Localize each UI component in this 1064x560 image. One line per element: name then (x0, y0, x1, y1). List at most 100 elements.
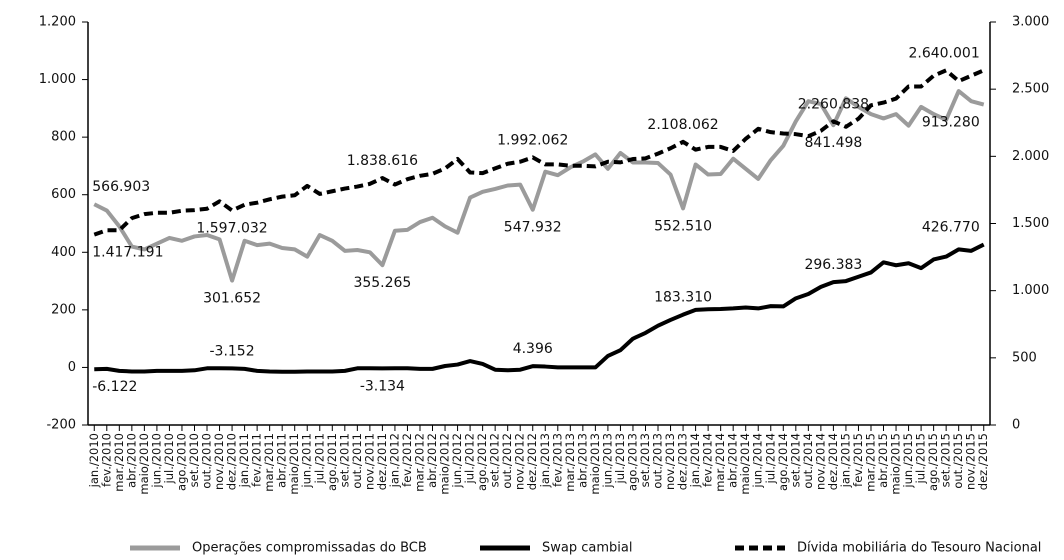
x-tick-label: mar./2010 (112, 433, 126, 492)
x-tick-label: ago./2010 (174, 433, 188, 491)
x-tick-label: mar./2011 (262, 433, 276, 492)
x-tick-label: jun./2014 (751, 433, 765, 489)
series-line (94, 242, 985, 374)
x-tick-label: jun./2010 (149, 433, 163, 489)
series-line (93, 68, 985, 237)
x-tick-label: maio/2011 (287, 433, 301, 495)
x-tick-label: set./2015 (939, 433, 953, 487)
x-tick-label: out./2010 (200, 433, 214, 489)
data-label: 1.597.032 (196, 220, 267, 236)
x-tick-label: nov./2012 (513, 433, 527, 490)
y-tick-label: 400 (51, 245, 76, 260)
data-label: 2.108.062 (647, 117, 718, 133)
x-tick-label: maio/2015 (889, 433, 903, 495)
x-tick-label: nov./2011 (362, 433, 376, 490)
x-tick-label: out./2011 (350, 433, 364, 489)
x-tick-label: out./2014 (801, 433, 815, 489)
y-tick-label: 1.200 (39, 15, 76, 30)
x-tick-label: maio/2010 (137, 433, 151, 495)
data-label: 1.417.191 (92, 245, 163, 261)
x-tick-label: abr./2014 (726, 433, 740, 488)
legend-label: Dívida mobiliária do Tesouro Nacional (797, 541, 1041, 556)
data-label: 301.652 (203, 291, 261, 307)
y-tick-label: 200 (51, 302, 76, 317)
x-tick-label: out./2012 (500, 433, 514, 489)
x-tick-label: abr./2015 (876, 433, 890, 488)
y2-tick-label: 1.500 (1012, 216, 1049, 231)
x-tick-label: out./2015 (951, 433, 965, 489)
legend-label: Operações compromissadas do BCB (192, 541, 427, 556)
data-label: 296.383 (804, 257, 862, 273)
y2-tick-label: 0 (1012, 418, 1020, 433)
x-tick-label: set./2012 (488, 433, 502, 487)
x-tick-label: jan./2012 (387, 433, 401, 488)
x-tick-label: jul./2014 (763, 433, 777, 484)
x-tick-label: abr./2011 (275, 433, 289, 488)
x-tick-label: jan./2011 (237, 433, 251, 488)
data-label: -6.122 (92, 379, 137, 395)
x-tick-label: dez./2015 (976, 433, 990, 490)
x-tick-label: fev./2012 (400, 433, 414, 487)
x-tick-label: dez./2010 (225, 433, 239, 490)
x-tick-label: set./2014 (788, 433, 802, 487)
x-tick-label: set./2010 (187, 433, 201, 487)
data-label: 913.280 (922, 115, 980, 131)
y2-tick-label: 2.000 (1012, 149, 1049, 164)
data-label: -3.152 (209, 343, 254, 359)
x-tick-label: nov./2013 (663, 433, 677, 490)
x-tick-label: out./2013 (651, 433, 665, 489)
legend-label: Swap cambial (542, 541, 632, 556)
data-label: 1.838.616 (347, 153, 418, 169)
x-tick-label: set./2011 (337, 433, 351, 487)
data-label: 2.640.001 (908, 45, 979, 61)
x-tick-label: maio/2012 (438, 433, 452, 495)
x-tick-label: jul./2013 (613, 433, 627, 484)
x-tick-label: jul./2010 (162, 433, 176, 484)
x-tick-label: jan./2015 (838, 433, 852, 488)
data-label: 841.498 (804, 135, 862, 151)
x-tick-label: jul./2015 (914, 433, 928, 484)
data-label: 355.265 (353, 275, 411, 291)
x-tick-label: dez./2012 (525, 433, 539, 490)
x-tick-label: abr./2012 (425, 433, 439, 488)
x-tick-label: mar./2014 (713, 433, 727, 492)
y2-tick-label: 1.000 (1012, 283, 1049, 298)
x-tick-label: jul./2011 (312, 433, 326, 484)
data-label: -3.134 (360, 378, 405, 394)
x-tick-label: set./2013 (638, 433, 652, 487)
data-label: 566.903 (92, 179, 150, 195)
x-tick-label: ago./2012 (475, 433, 489, 491)
y-tick-label: -200 (46, 418, 76, 433)
data-label: 426.770 (922, 220, 980, 236)
x-tick-label: nov./2014 (813, 433, 827, 490)
data-label: 2.260.838 (798, 96, 869, 112)
series-line (93, 89, 985, 283)
y2-tick-label: 3.000 (1012, 15, 1049, 30)
x-tick-label: abr./2010 (124, 433, 138, 488)
x-tick-label: ago./2011 (325, 433, 339, 491)
data-label: 1.992.062 (497, 132, 568, 148)
x-tick-label: jun./2015 (901, 433, 915, 489)
x-tick-label: jul./2012 (463, 433, 477, 484)
x-tick-label: jun./2013 (600, 433, 614, 489)
y2-tick-label: 2.500 (1012, 82, 1049, 97)
y-tick-label: 0 (68, 360, 76, 375)
x-tick-label: fev./2010 (99, 433, 113, 487)
x-tick-label: mar./2015 (863, 433, 877, 492)
x-tick-label: ago./2014 (776, 433, 790, 491)
data-label: 552.510 (654, 218, 712, 234)
y2-tick-label: 500 (1012, 350, 1037, 365)
data-label: 4.396 (513, 341, 553, 357)
x-tick-label: nov./2015 (964, 433, 978, 490)
x-tick-label: fev./2013 (550, 433, 564, 487)
x-tick-label: fev./2015 (851, 433, 865, 487)
x-tick-label: nov./2010 (212, 433, 226, 490)
x-tick-label: ago./2015 (926, 433, 940, 491)
x-tick-label: fev./2011 (250, 433, 264, 487)
x-tick-label: ago./2013 (625, 433, 639, 491)
y-tick-label: 800 (51, 130, 76, 145)
x-tick-label: jun./2012 (450, 433, 464, 489)
data-label: 183.310 (654, 290, 712, 306)
x-tick-label: abr./2013 (575, 433, 589, 488)
